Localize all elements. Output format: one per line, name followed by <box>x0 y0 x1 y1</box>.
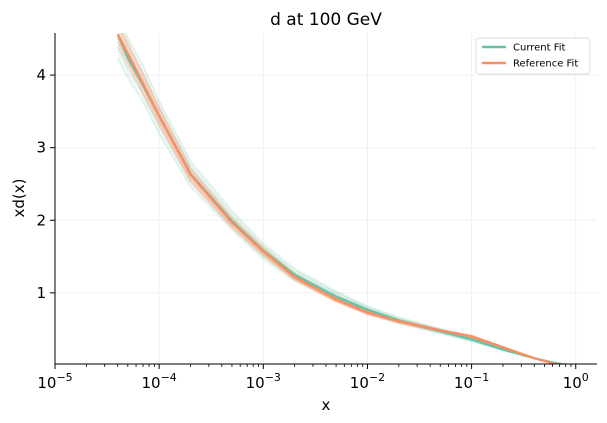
replica-line <box>117 55 565 364</box>
x-ticks: 10−5 10−4 10−3 10−2 10−1 100 <box>37 364 589 392</box>
y-tick-label: 1 <box>36 284 46 302</box>
reference-band-line <box>117 42 562 364</box>
x-axis-label: x <box>322 396 331 414</box>
reference-band-line <box>117 46 562 364</box>
replica-line <box>117 33 564 364</box>
replica-line <box>118 33 566 364</box>
reference-band-line <box>117 34 562 364</box>
x-tick-label: 10−1 <box>454 371 489 392</box>
replica-line <box>120 33 564 364</box>
x-tick-label: 10−3 <box>246 371 281 392</box>
y-tick-label: 3 <box>36 139 46 157</box>
y-axis-label: xd(x) <box>10 179 28 218</box>
legend-label: Current Fit <box>513 43 566 54</box>
x-tick-exponent: −5 <box>56 371 72 384</box>
legend: Current Fit Reference Fit <box>475 37 591 75</box>
x-tick-exponent: −4 <box>161 371 177 384</box>
replica-line <box>117 38 566 364</box>
x-tick-exponent: −2 <box>369 371 385 384</box>
replica-line <box>117 50 564 364</box>
series-line-reference-fit <box>116 33 564 364</box>
x-tick-exponent: −1 <box>473 371 489 384</box>
x-tick-base: 10 <box>563 374 582 392</box>
x-tick-exponent: −3 <box>265 371 281 384</box>
legend-label: Reference Fit <box>513 59 578 70</box>
replica-line <box>117 47 565 364</box>
x-tick-base: 10 <box>37 374 56 392</box>
x-tick-base: 10 <box>350 374 369 392</box>
x-tick-label: 10−5 <box>37 371 72 392</box>
series-line-current-fit <box>116 34 566 364</box>
chart-title: d at 100 GeV <box>270 10 382 30</box>
y-tick-label: 4 <box>36 66 46 84</box>
y-tick-label: 2 <box>36 211 46 229</box>
x-tick-label: 100 <box>563 371 589 392</box>
x-tick-base: 10 <box>141 374 160 392</box>
y-ticks: 1 2 3 4 <box>36 66 55 302</box>
reference-band-line <box>120 33 562 364</box>
reference-band-line <box>118 33 562 364</box>
x-tick-base: 10 <box>246 374 265 392</box>
reference-band-line <box>117 38 562 364</box>
replica-line <box>117 58 564 364</box>
x-tick-label: 10−2 <box>350 371 385 392</box>
x-tick-base: 10 <box>454 374 473 392</box>
x-tick-label: 10−4 <box>141 371 176 392</box>
replica-line <box>117 41 564 364</box>
series-lines <box>116 33 566 364</box>
grid <box>54 33 597 364</box>
x-tick-exponent: 0 <box>582 371 589 384</box>
